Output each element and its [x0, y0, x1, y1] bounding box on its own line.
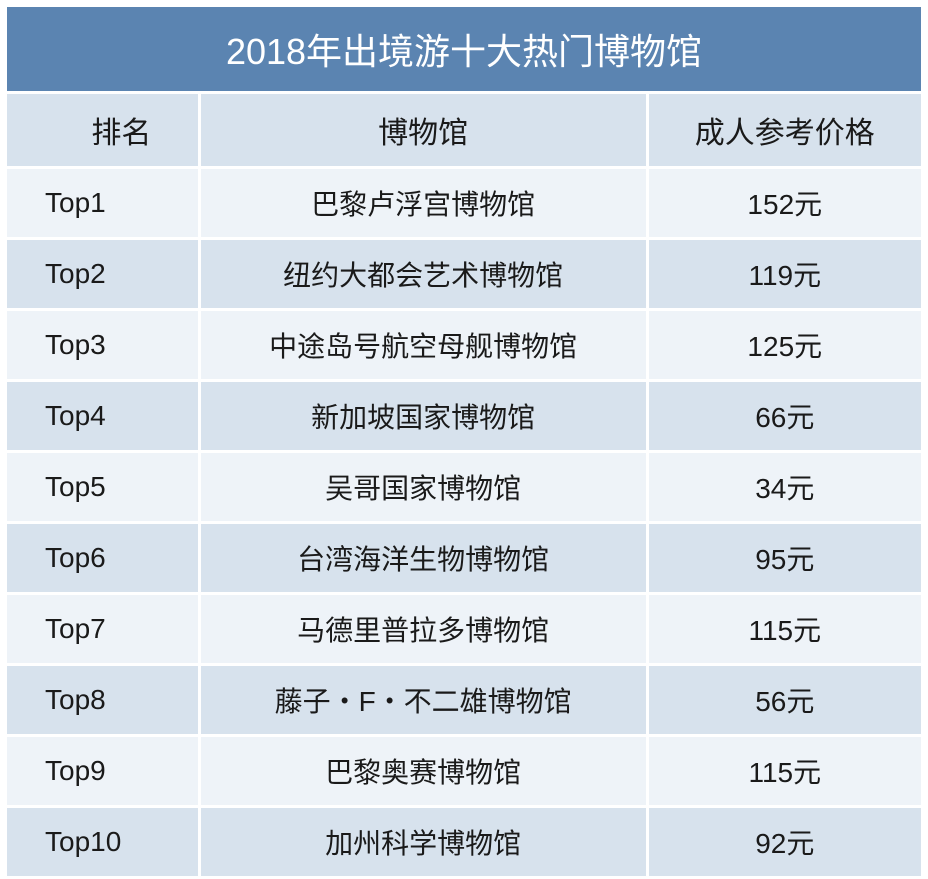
cell-rank: Top9 [7, 737, 198, 805]
header-name: 博物馆 [201, 94, 646, 166]
header-price: 成人参考价格 [649, 94, 921, 166]
cell-rank: Top4 [7, 382, 198, 450]
table-title-row: 2018年出境游十大热门博物馆 [7, 7, 921, 91]
cell-name: 巴黎卢浮宫博物馆 [201, 169, 646, 237]
table-header-row: 排名 博物馆 成人参考价格 [7, 94, 921, 166]
cell-rank: Top2 [7, 240, 198, 308]
cell-price: 152元 [649, 169, 921, 237]
table-row: Top6 台湾海洋生物博物馆 95元 [7, 524, 921, 592]
cell-name: 中途岛号航空母舰博物馆 [201, 311, 646, 379]
cell-price: 66元 [649, 382, 921, 450]
cell-rank: Top8 [7, 666, 198, 734]
cell-price: 92元 [649, 808, 921, 876]
cell-name: 新加坡国家博物馆 [201, 382, 646, 450]
cell-price: 115元 [649, 737, 921, 805]
cell-name: 巴黎奥赛博物馆 [201, 737, 646, 805]
cell-name: 纽约大都会艺术博物馆 [201, 240, 646, 308]
table-row: Top2 纽约大都会艺术博物馆 119元 [7, 240, 921, 308]
cell-name: 藤子・F・不二雄博物馆 [201, 666, 646, 734]
cell-name: 台湾海洋生物博物馆 [201, 524, 646, 592]
cell-name: 吴哥国家博物馆 [201, 453, 646, 521]
cell-rank: Top5 [7, 453, 198, 521]
cell-rank: Top3 [7, 311, 198, 379]
table-row: Top3 中途岛号航空母舰博物馆 125元 [7, 311, 921, 379]
cell-name: 加州科学博物馆 [201, 808, 646, 876]
table-row: Top10 加州科学博物馆 92元 [7, 808, 921, 876]
cell-name: 马德里普拉多博物馆 [201, 595, 646, 663]
cell-price: 119元 [649, 240, 921, 308]
table-row: Top7 马德里普拉多博物馆 115元 [7, 595, 921, 663]
table-row: Top4 新加坡国家博物馆 66元 [7, 382, 921, 450]
cell-price: 125元 [649, 311, 921, 379]
cell-rank: Top1 [7, 169, 198, 237]
table-row: Top5 吴哥国家博物馆 34元 [7, 453, 921, 521]
table-title: 2018年出境游十大热门博物馆 [7, 7, 921, 91]
cell-price: 115元 [649, 595, 921, 663]
cell-price: 95元 [649, 524, 921, 592]
cell-price: 56元 [649, 666, 921, 734]
table-row: Top9 巴黎奥赛博物馆 115元 [7, 737, 921, 805]
cell-rank: Top6 [7, 524, 198, 592]
cell-price: 34元 [649, 453, 921, 521]
header-rank: 排名 [7, 94, 198, 166]
table-row: Top1 巴黎卢浮宫博物馆 152元 [7, 169, 921, 237]
cell-rank: Top7 [7, 595, 198, 663]
museum-ranking-table: 2018年出境游十大热门博物馆 排名 博物馆 成人参考价格 Top1 巴黎卢浮宫… [4, 4, 924, 879]
cell-rank: Top10 [7, 808, 198, 876]
table-row: Top8 藤子・F・不二雄博物馆 56元 [7, 666, 921, 734]
